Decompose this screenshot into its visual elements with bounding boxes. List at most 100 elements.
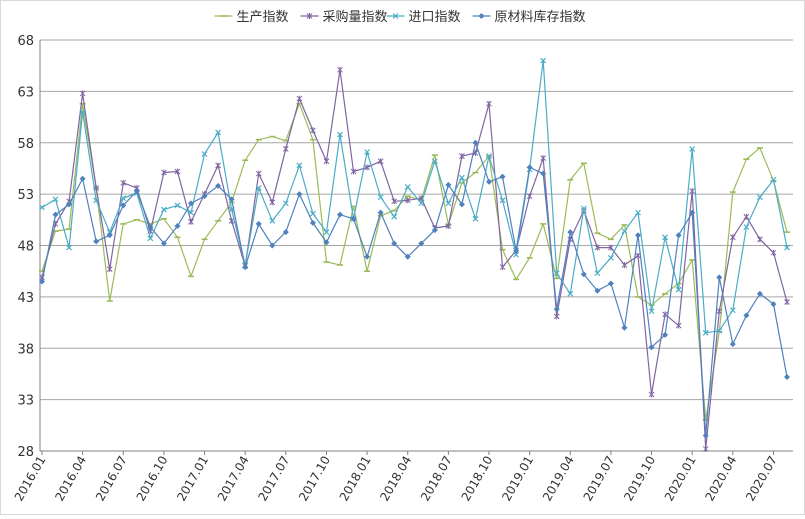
data-point xyxy=(513,247,520,254)
series-4 xyxy=(39,139,790,439)
data-point xyxy=(188,209,194,216)
data-point xyxy=(635,232,641,239)
data-point xyxy=(648,308,655,315)
data-point xyxy=(540,155,547,162)
data-point xyxy=(729,234,736,241)
data-point xyxy=(662,234,669,241)
data-point xyxy=(350,215,357,222)
data-point xyxy=(147,224,154,231)
data-point xyxy=(716,327,723,334)
legend-label: 采购量指数 xyxy=(323,9,388,25)
data-point xyxy=(553,306,560,313)
data-point xyxy=(201,151,208,157)
data-point xyxy=(784,299,790,306)
data-point xyxy=(567,290,574,297)
data-point xyxy=(377,158,384,165)
data-point xyxy=(621,228,628,235)
data-point xyxy=(215,182,222,189)
data-point xyxy=(472,215,479,222)
data-point xyxy=(120,202,127,209)
series-line xyxy=(41,69,788,450)
data-point xyxy=(675,286,682,293)
data-point xyxy=(174,168,181,175)
data-point xyxy=(215,129,222,136)
data-point xyxy=(66,244,73,251)
data-point xyxy=(553,270,560,277)
data-point xyxy=(377,209,384,216)
series-1 xyxy=(39,102,790,421)
data-point xyxy=(404,184,411,190)
data-point xyxy=(364,149,371,155)
data-point xyxy=(689,209,696,216)
y-tick-label: 53 xyxy=(17,188,34,203)
data-point xyxy=(174,222,181,229)
data-point xyxy=(458,174,465,181)
data-point xyxy=(743,312,750,319)
data-point xyxy=(188,218,194,225)
data-point xyxy=(52,211,59,218)
series-line xyxy=(41,59,788,334)
data-point xyxy=(52,196,59,203)
data-point xyxy=(445,181,452,188)
data-point xyxy=(39,278,45,285)
y-tick-label: 48 xyxy=(17,240,34,255)
y-tick-label: 58 xyxy=(17,137,34,152)
data-point xyxy=(120,179,127,186)
y-tick-label: 33 xyxy=(17,394,34,409)
data-point xyxy=(621,262,628,269)
data-point xyxy=(499,264,506,271)
data-point xyxy=(662,311,668,318)
data-point xyxy=(201,193,208,200)
data-point xyxy=(188,200,194,207)
data-point xyxy=(255,185,262,191)
data-point xyxy=(79,109,86,115)
data-point xyxy=(404,197,411,204)
legend: 生产指数 采购量指数 进口指数 原材料库存指数 xyxy=(214,9,586,25)
data-point xyxy=(702,432,709,439)
data-point xyxy=(580,205,587,212)
legend-marker xyxy=(306,13,313,19)
legend-marker xyxy=(478,13,485,19)
data-point xyxy=(608,244,614,251)
data-point xyxy=(79,90,86,97)
data-point xyxy=(621,324,628,331)
data-point xyxy=(486,153,492,160)
data-point xyxy=(729,307,736,314)
data-point xyxy=(594,270,601,277)
data-point xyxy=(553,313,560,320)
series-group xyxy=(39,57,790,452)
data-point xyxy=(472,139,479,146)
data-point xyxy=(269,217,276,224)
data-point xyxy=(391,198,398,205)
series-line xyxy=(41,142,788,437)
data-point xyxy=(215,162,221,169)
data-point xyxy=(296,191,303,198)
data-point xyxy=(486,178,492,185)
data-point xyxy=(337,211,343,218)
data-point xyxy=(242,264,249,271)
data-point xyxy=(756,290,763,297)
data-point xyxy=(93,238,100,245)
data-point xyxy=(431,227,438,234)
data-point xyxy=(120,195,127,202)
data-point xyxy=(93,197,100,204)
y-tick-label: 43 xyxy=(17,291,34,306)
legend-item: 生产指数 xyxy=(214,10,289,25)
data-point xyxy=(404,253,411,260)
y-tick-label: 28 xyxy=(17,445,34,460)
data-point xyxy=(459,153,465,160)
data-point xyxy=(784,244,790,251)
data-point xyxy=(716,274,723,281)
data-point xyxy=(309,219,316,226)
data-point xyxy=(458,201,465,208)
data-point xyxy=(255,170,262,177)
data-point xyxy=(594,244,601,251)
data-point xyxy=(689,145,696,152)
legend-label: 进口指数 xyxy=(409,10,461,25)
data-point xyxy=(106,266,113,273)
data-point xyxy=(513,251,520,258)
data-point xyxy=(310,127,316,134)
